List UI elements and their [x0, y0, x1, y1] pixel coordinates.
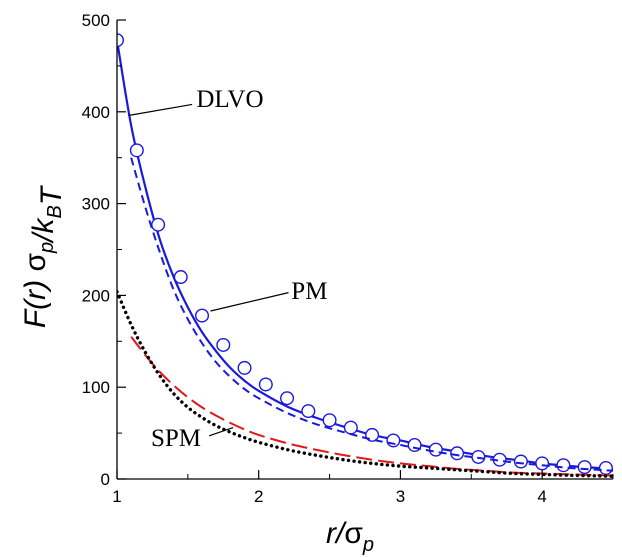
axis-layer: 0 100 200 300 400 500 1 2 3 4 r/σp F(r) σp/kBT — [19, 11, 614, 556]
series-simulation — [117, 290, 613, 478]
dlvo-data-point — [322, 413, 337, 428]
y-tick-label: 300 — [82, 195, 110, 214]
x-tick-label: 3 — [396, 487, 405, 506]
series-layer — [117, 33, 613, 478]
annotation-layer: DLVO PM SPM — [128, 86, 327, 452]
x-tick-label: 1 — [112, 487, 121, 506]
series-dlvo-points — [117, 33, 613, 475]
series-spm — [130, 336, 613, 477]
y-axis-title: F(r) σp/kBT — [19, 184, 68, 328]
dlvo-data-point — [343, 420, 358, 435]
annotation-leader-dlvo — [128, 103, 193, 117]
dlvo-data-point — [216, 337, 231, 352]
dlvo-data-point — [535, 456, 550, 471]
series-line-pm — [130, 157, 613, 472]
dlvo-data-point — [386, 433, 401, 448]
y-tick-label: 200 — [82, 286, 110, 305]
annotation-spm: SPM — [151, 425, 201, 452]
dlvo-data-point — [151, 217, 166, 232]
dlvo-data-point — [428, 442, 443, 457]
y-tick-label: 400 — [82, 103, 110, 122]
dlvo-data-point — [258, 377, 273, 392]
annotation-leader-pm — [210, 292, 289, 312]
dlvo-data-point — [173, 270, 188, 285]
x-tick-label: 4 — [537, 487, 546, 506]
y-tick-label: 100 — [82, 378, 110, 397]
dlvo-data-point — [117, 33, 124, 48]
series-line-dlvo — [117, 40, 613, 470]
series-line-spm — [130, 336, 613, 477]
annotation-dlvo: DLVO — [196, 86, 263, 113]
y-tick-label: 0 — [101, 470, 110, 489]
series-line-simulation — [117, 290, 613, 478]
dlvo-data-point — [577, 460, 592, 475]
x-axis-title: r/σp — [326, 517, 374, 556]
dlvo-data-point — [195, 308, 210, 323]
dlvo-data-point — [237, 360, 252, 375]
dlvo-data-point — [301, 404, 316, 419]
dlvo-data-point — [450, 446, 465, 461]
dlvo-data-point — [129, 143, 144, 158]
dlvo-data-point — [513, 454, 528, 469]
x-tick-label: 2 — [254, 487, 263, 506]
dlvo-data-point — [598, 460, 613, 475]
series-dlvo — [117, 40, 613, 470]
dlvo-data-point — [556, 458, 571, 473]
y-tick-label: 500 — [82, 11, 110, 30]
series-pm — [130, 157, 613, 472]
annotation-pm: PM — [291, 278, 327, 305]
annotation-leader-spm — [208, 427, 234, 437]
dlvo-data-point — [280, 391, 295, 406]
